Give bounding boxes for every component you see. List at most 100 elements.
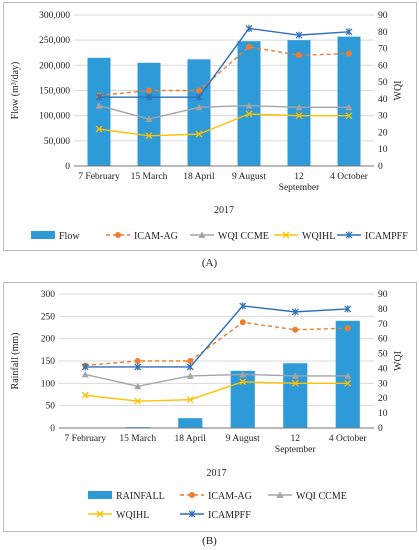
y-tick-label: 300,000 xyxy=(39,11,70,21)
point-wqi-ccme xyxy=(81,370,89,378)
legend-label: WQIHL xyxy=(302,231,335,242)
point-wqihl xyxy=(345,112,353,120)
legend-item-rainfall: RAINFALL xyxy=(88,491,165,502)
y-tick-label: 50 xyxy=(46,402,56,412)
legend-marker xyxy=(282,231,290,239)
y-tick-label: 250,000 xyxy=(39,36,70,46)
legend-item-flow: Flow xyxy=(31,231,80,242)
x-tick-label: 12 September xyxy=(279,172,320,193)
point-icampff xyxy=(345,28,353,36)
series-line-wqihl xyxy=(85,381,348,402)
point-wqi-ccme xyxy=(195,103,203,111)
point-icampff xyxy=(145,93,153,101)
chart-panel-b: 0 50 100 150 200 250 300 0 10 20 30 40 50 60 70 80 90 7 F… xyxy=(3,282,417,532)
x-tick-label-line: 12 xyxy=(294,172,304,182)
point-wqihl xyxy=(195,130,203,138)
x-group-label: 2017 xyxy=(207,468,227,479)
point-wqihl xyxy=(134,397,142,405)
x-tick-label: 15 March xyxy=(131,172,168,182)
legend-label: WQIHL xyxy=(116,510,149,521)
y2-axis-title: WQI xyxy=(393,81,404,101)
y2-tick-label: 0 xyxy=(378,162,383,172)
point-wqihl xyxy=(295,112,303,120)
point-icampff xyxy=(239,302,247,310)
bar-flow xyxy=(137,62,161,166)
y2-tick-label: 60 xyxy=(378,61,388,71)
figure-caption-b: (B) xyxy=(202,535,217,547)
y2-tick-label: 80 xyxy=(378,28,388,38)
y2-tick-label: 40 xyxy=(378,364,388,374)
point-icam-ag xyxy=(146,87,152,94)
legend-marker xyxy=(276,491,284,498)
x-tick-label: 9 August xyxy=(232,172,266,182)
series-line-icam-ag xyxy=(85,321,348,367)
point-wqi-ccme xyxy=(134,382,142,390)
bar-rainfall xyxy=(178,418,203,428)
bar-flow xyxy=(337,36,361,166)
point-icam-ag xyxy=(134,358,141,364)
legend-item-icampff: ICAMPFF xyxy=(337,231,408,242)
x-tick-label: 7 February xyxy=(78,172,120,182)
x-tick-label-line: September xyxy=(279,183,320,193)
legend-item-icampff: ICAMPFF xyxy=(180,510,251,521)
y-axis-title: Rainfall (mm) xyxy=(10,333,21,390)
y-tick-label: 250 xyxy=(41,312,56,322)
point-icam-ag xyxy=(196,87,202,94)
point-wqi-ccme xyxy=(345,103,353,111)
x-tick-label: 18 April xyxy=(183,172,215,182)
legend-label: WQI CCME xyxy=(218,231,269,242)
series-line-icampff xyxy=(99,27,350,98)
x-tick-label: 4 October xyxy=(330,172,369,182)
point-wqihl xyxy=(186,396,194,404)
legend-label: ICAMPFF xyxy=(208,510,251,521)
y2-tick-label: 90 xyxy=(378,290,388,300)
point-wqihl xyxy=(95,125,103,133)
legend-label: ICAMPFF xyxy=(365,231,408,242)
point-icam-ag xyxy=(246,43,252,50)
x-tick-label: 18 April xyxy=(175,434,207,444)
series-line-icam-ag xyxy=(98,46,350,97)
y-tick-label: 0 xyxy=(50,424,55,434)
legend-marker xyxy=(115,232,121,238)
point-icam-ag xyxy=(346,50,352,57)
point-wqihl xyxy=(145,132,153,140)
y2-tick-label: 70 xyxy=(378,320,388,330)
legend-label: Flow xyxy=(59,231,80,242)
y2-tick-label: 30 xyxy=(378,379,388,389)
bar-rainfall xyxy=(230,370,255,428)
x-tick-label-line: 12 xyxy=(291,434,301,444)
legend-marker xyxy=(345,231,353,239)
x-tick-label: 7 February xyxy=(65,434,107,444)
chart-b-svg: 0 50 100 150 200 250 300 0 10 20 30 40 50 60 70 80 90 7 F… xyxy=(10,290,404,521)
point-icampff xyxy=(81,363,89,371)
point-icam-ag xyxy=(296,52,302,59)
x-tick-label-line: September xyxy=(275,445,316,455)
y-tick-label: 50,000 xyxy=(44,137,70,147)
legend-swatch xyxy=(31,231,55,239)
point-wqihl xyxy=(344,379,352,387)
point-wqi-ccme xyxy=(239,370,247,378)
y2-tick-label: 80 xyxy=(378,305,388,315)
point-wqi-ccme xyxy=(344,372,352,379)
y2-tick-label: 20 xyxy=(378,394,388,404)
y2-tick-label: 60 xyxy=(378,335,388,345)
bar-flow xyxy=(287,40,311,166)
x-tick-label: 4 October xyxy=(329,434,368,444)
point-icampff xyxy=(344,305,352,313)
x-group-label: 2017 xyxy=(214,205,234,216)
point-icampff xyxy=(134,363,142,371)
point-wqihl xyxy=(239,378,247,386)
legend-label: RAINFALL xyxy=(116,491,165,502)
y2-tick-label: 70 xyxy=(378,45,388,55)
legend-marker xyxy=(198,231,206,238)
y2-tick-label: 10 xyxy=(378,409,388,419)
legend-label: ICAM-AG xyxy=(208,491,252,502)
series-line-icampff xyxy=(85,305,348,368)
point-icampff xyxy=(95,93,103,101)
legend-label: ICAM-AG xyxy=(134,231,178,242)
point-wqi-ccme xyxy=(95,102,103,109)
point-icam-ag xyxy=(187,358,194,364)
point-wqi-ccme xyxy=(295,103,303,111)
point-icampff xyxy=(195,93,203,101)
series-line-wqi-ccme xyxy=(85,373,348,388)
